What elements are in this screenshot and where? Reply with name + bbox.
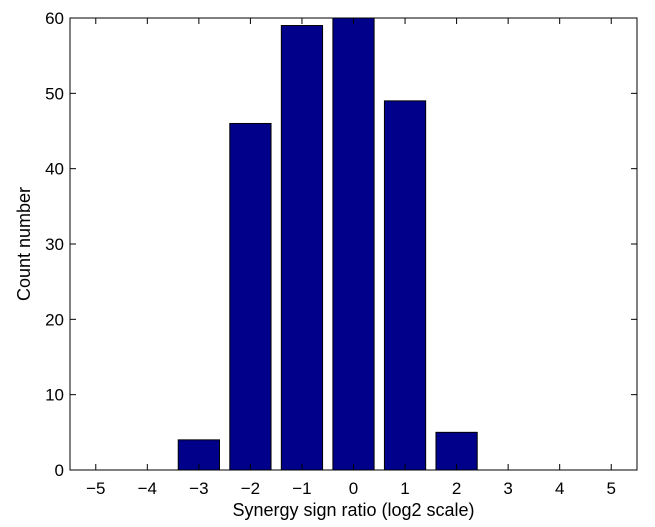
x-tick-label: 3 — [503, 479, 512, 498]
bar — [383, 100, 427, 471]
bar — [229, 122, 272, 471]
ticks — [70, 17, 637, 471]
y-tick-labels: 0 10 20 30 40 50 60 — [45, 9, 64, 480]
x-tick-label: −1 — [292, 479, 311, 498]
y-tick-label: 50 — [45, 84, 64, 103]
x-tick-label: 2 — [452, 479, 461, 498]
x-tick-label: −3 — [189, 479, 208, 498]
x-tick-label: 5 — [606, 479, 615, 498]
x-tick-label: −5 — [86, 479, 105, 498]
y-tick-label: 10 — [45, 386, 64, 405]
x-tick-label: 0 — [349, 479, 358, 498]
y-tick-label: 0 — [55, 461, 64, 480]
y-tick-label: 40 — [45, 160, 64, 179]
y-axis-title: Count number — [14, 187, 34, 301]
x-axis-title: Synergy sign ratio (log2 scale) — [232, 500, 474, 520]
y-tick-label: 20 — [45, 310, 64, 329]
x-tick-label: −2 — [241, 479, 260, 498]
x-tick-label: 4 — [555, 479, 564, 498]
x-tick-label: 1 — [400, 479, 409, 498]
bar — [280, 25, 324, 471]
x-tick-label: −4 — [138, 479, 157, 498]
x-tick-labels: −5 −4 −3 −2 −1 0 1 2 3 4 5 — [86, 479, 616, 498]
bar — [435, 431, 478, 471]
y-tick-label: 30 — [45, 235, 64, 254]
bar — [332, 17, 375, 471]
bars — [177, 17, 478, 471]
y-tick-label: 60 — [45, 9, 64, 28]
